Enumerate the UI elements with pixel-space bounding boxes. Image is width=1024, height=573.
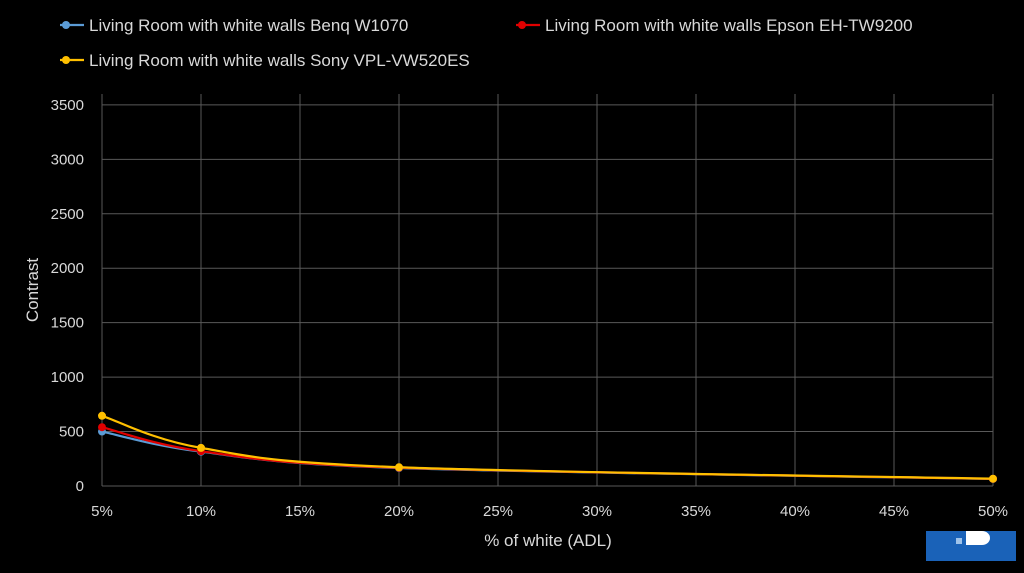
x-tick-label: 20% — [384, 503, 414, 520]
legend-marker — [518, 21, 526, 29]
y-axis-title: Contrast — [23, 258, 42, 323]
series-line — [101, 414, 994, 480]
y-tick-label: 1000 — [51, 369, 84, 386]
x-tick-label: 40% — [780, 503, 810, 520]
x-tick-label: 25% — [483, 503, 513, 520]
y-tick-label: 3000 — [51, 151, 84, 168]
legend-marker — [62, 21, 70, 29]
x-tick-label: 5% — [91, 503, 113, 520]
legend-label: Living Room with white walls Benq W1070 — [89, 16, 408, 35]
legend-label: Living Room with white walls Epson EH-TW… — [545, 16, 913, 35]
x-tick-label: 15% — [285, 503, 315, 520]
legend-entry: Living Room with white walls Benq W1070 — [60, 16, 408, 35]
data-point — [197, 443, 205, 452]
y-tick-label: 2000 — [51, 260, 84, 277]
gridlines — [101, 94, 994, 487]
x-tick-label: 30% — [582, 503, 612, 520]
data-point — [98, 411, 106, 420]
legend-entry: Living Room with white walls Sony VPL-VW… — [60, 51, 470, 70]
series-3 — [98, 411, 997, 483]
y-tick-label: 2500 — [51, 206, 84, 223]
y-tick-label: 1500 — [51, 315, 84, 332]
x-tick-label: 35% — [681, 503, 711, 520]
legend-marker — [62, 56, 70, 64]
data-point — [395, 463, 403, 472]
y-tick-label: 0 — [76, 478, 84, 495]
legend-label: Living Room with white walls Sony VPL-VW… — [89, 51, 470, 70]
series-lines — [98, 411, 997, 483]
logo-badge — [926, 531, 1016, 561]
x-axis-title: % of white (ADL) — [484, 531, 612, 550]
data-point — [98, 423, 106, 432]
data-point — [989, 474, 997, 483]
x-tick-label: 50% — [978, 503, 1008, 520]
tick-labels: 5% 10% 15% 20% 25% 30% 35% 40% 45% 50% 0 500 1000 150… — [51, 97, 1008, 520]
y-tick-label: 500 — [59, 424, 84, 441]
x-tick-label: 45% — [879, 503, 909, 520]
x-tick-label: 10% — [186, 503, 216, 520]
legend: Living Room with white walls Benq W1070 L… — [60, 16, 913, 70]
legend-entry: Living Room with white walls Epson EH-TW… — [516, 16, 913, 35]
y-tick-label: 3500 — [51, 97, 84, 114]
